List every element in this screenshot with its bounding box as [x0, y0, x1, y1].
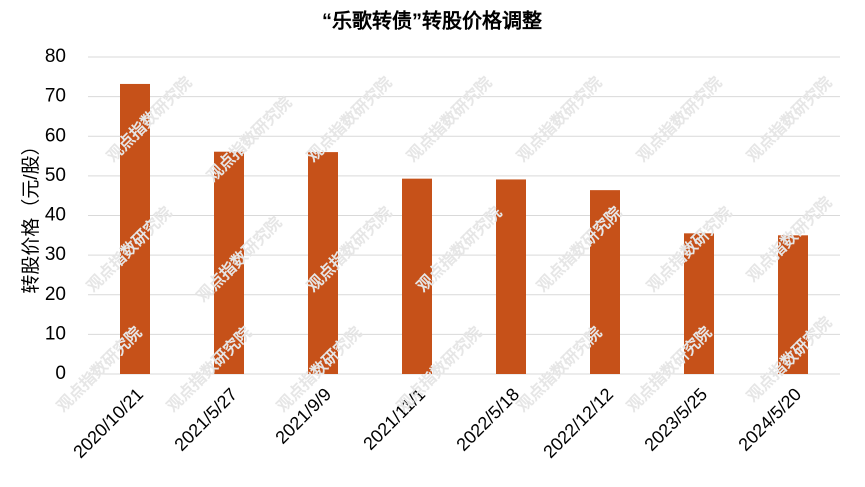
bar — [402, 178, 432, 374]
y-tick-label: 0 — [55, 363, 66, 384]
y-tick-label: 10 — [45, 323, 66, 344]
y-tick-label: 80 — [45, 46, 66, 67]
y-tick-label: 50 — [45, 165, 66, 186]
bar — [120, 83, 150, 374]
y-tick-label: 60 — [45, 125, 66, 146]
watermark: 观点指数研究院 — [743, 73, 836, 166]
x-tick-label: 2022/5/18 — [452, 384, 523, 455]
bar — [778, 235, 808, 374]
y-tick-label: 40 — [45, 205, 66, 226]
y-tick-label: 70 — [45, 86, 66, 107]
y-tick-label: 30 — [45, 244, 66, 265]
watermark: 观点指数研究院 — [303, 73, 396, 166]
bar — [684, 233, 714, 374]
watermark: 观点指数研究院 — [513, 73, 606, 166]
chart-title: “乐歌转债”转股价格调整 — [322, 8, 542, 32]
x-tick-label: 2022/12/12 — [539, 384, 617, 462]
watermark: 观点指数研究院 — [633, 73, 726, 166]
watermark: 观点指数研究院 — [403, 73, 496, 166]
y-axis-label: 转股价格（元/股） — [20, 136, 42, 293]
bar — [496, 179, 526, 374]
bar — [214, 151, 244, 374]
watermark: 观点指数研究院 — [203, 93, 296, 186]
y-tick-label: 20 — [45, 284, 66, 305]
bar — [308, 152, 338, 374]
bar — [590, 190, 620, 374]
